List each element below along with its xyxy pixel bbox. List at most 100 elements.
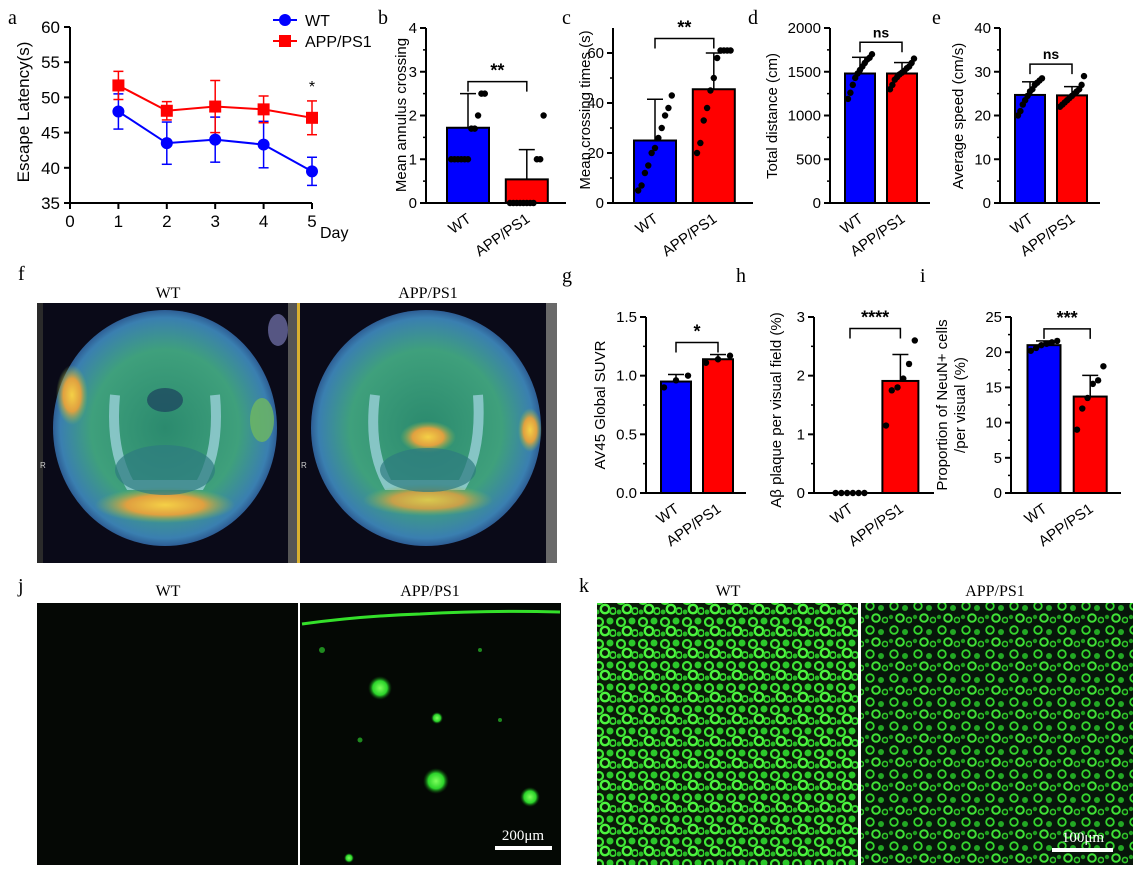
significance-label-c: ** [677, 18, 691, 38]
significance-bracket-d [859, 41, 903, 53]
bar-app [702, 358, 734, 494]
plaque-1 [368, 676, 392, 700]
y-tick-label-g: 0.5 [616, 426, 637, 443]
y-tick-label-b: 4 [409, 20, 417, 37]
pet-title-wt: WT [156, 285, 181, 302]
x-tick-label-h: APP/PS1 [846, 500, 907, 550]
data-dot [889, 81, 896, 89]
data-dot [658, 124, 665, 132]
y-tick-label-g: 0.0 [616, 485, 637, 502]
data-dot [530, 199, 537, 207]
data-dot [849, 489, 857, 497]
data-dot [847, 89, 854, 96]
neun-image-wt [597, 603, 858, 865]
pet-side-mark-right: R [301, 461, 307, 470]
bar-app [881, 379, 920, 494]
x-tick-label-a: 4 [259, 212, 268, 231]
panel-letter-g: g [562, 265, 572, 287]
panel-letter-j: j [17, 575, 24, 597]
pet-scan-wt [53, 310, 277, 546]
x-tick-label-h: WT [827, 500, 856, 527]
data-dot [665, 104, 672, 112]
y-tick-label-e: 10 [974, 151, 991, 168]
x-tick-label-a: 1 [114, 212, 123, 231]
data-dot [1094, 377, 1102, 384]
x-tick-label-a: 2 [162, 212, 171, 231]
data-dot [655, 134, 662, 142]
data-dot [855, 489, 862, 497]
y-tick-label-a: 50 [41, 88, 60, 107]
data-dot [1100, 363, 1107, 370]
data-dot [1089, 380, 1097, 388]
x-tick-label-a: 3 [210, 212, 219, 231]
y-tick-label-a: 40 [41, 159, 60, 178]
data-point-wt [209, 133, 222, 146]
y-tick-label-h: 2 [797, 368, 805, 385]
data-dot [537, 156, 544, 163]
data-dot [638, 182, 645, 189]
legend-label-0: WT [305, 13, 330, 30]
y-axis-title-c: Mean crossing times (s) [577, 30, 594, 189]
speck-3 [357, 737, 363, 743]
data-dot [714, 356, 722, 363]
y-tick-label-c: 60 [587, 45, 604, 62]
data-dot [868, 51, 876, 58]
data-dot [1038, 75, 1046, 82]
y-tick-label-i: 5 [994, 450, 1002, 467]
data-dot [651, 144, 659, 152]
y-axis-title-a: Escape Latency(s) [14, 42, 33, 183]
pet-scan-app [268, 310, 542, 546]
panel-letter-e: e [932, 7, 941, 29]
data-dot [661, 112, 669, 119]
y-tick-label-e: 30 [974, 64, 991, 81]
data-dot [727, 47, 734, 54]
data-dot [540, 112, 547, 119]
y-tick-label-e: 20 [974, 108, 991, 125]
plaque-3 [520, 787, 540, 807]
x-tick-label-i: WT [1021, 500, 1050, 527]
data-dot [713, 54, 721, 62]
y-tick-label-h: 3 [797, 309, 805, 326]
data-dot [910, 55, 918, 62]
significance-bracket-i [1043, 328, 1091, 339]
plaque-2 [423, 768, 449, 794]
y-tick-label-b: 0 [409, 195, 417, 212]
y-tick-label-a: 60 [41, 18, 60, 37]
data-point-wt [160, 137, 173, 150]
speck-4 [498, 718, 502, 722]
data-dot [1079, 405, 1086, 412]
y-tick-label-g: 1.5 [616, 309, 637, 326]
data-dot [726, 352, 734, 359]
x-tick-label-d: WT [837, 210, 866, 237]
y-tick-label-a: 35 [41, 194, 60, 213]
stain-title-wt: WT [156, 583, 181, 600]
panel-letter-b: b [378, 7, 388, 29]
significance-bracket-h [849, 327, 902, 339]
x-tick-label-b: WT [445, 210, 474, 237]
y-tick-label-a: 55 [41, 53, 60, 72]
y-tick-label-d: 0 [813, 195, 821, 212]
y-tick-label-g: 1.0 [616, 368, 637, 385]
significance-bracket-b [467, 80, 528, 92]
pet-title-app: APP/PS1 [398, 285, 458, 302]
data-dot [471, 125, 478, 132]
panel-letter-a: a [8, 7, 17, 29]
bar-wt [1026, 344, 1062, 494]
data-dot [481, 90, 488, 97]
data-point-app [257, 103, 270, 116]
y-tick-label-i: 10 [985, 415, 1002, 432]
x-tick-label-b: APP/PS1 [472, 210, 533, 260]
x-axis-title-a: Day [320, 225, 348, 242]
bar-app [1072, 395, 1108, 494]
data-dot [648, 149, 655, 157]
data-dot [702, 359, 710, 366]
y-axis-title-i: Proportion of NeuN+ cells [934, 319, 951, 490]
scale-label-k: 100μm [1062, 830, 1105, 846]
data-dot [645, 162, 652, 169]
x-tick-label-a: 5 [307, 212, 316, 231]
data-dot [861, 489, 868, 497]
data-dot [843, 489, 851, 497]
